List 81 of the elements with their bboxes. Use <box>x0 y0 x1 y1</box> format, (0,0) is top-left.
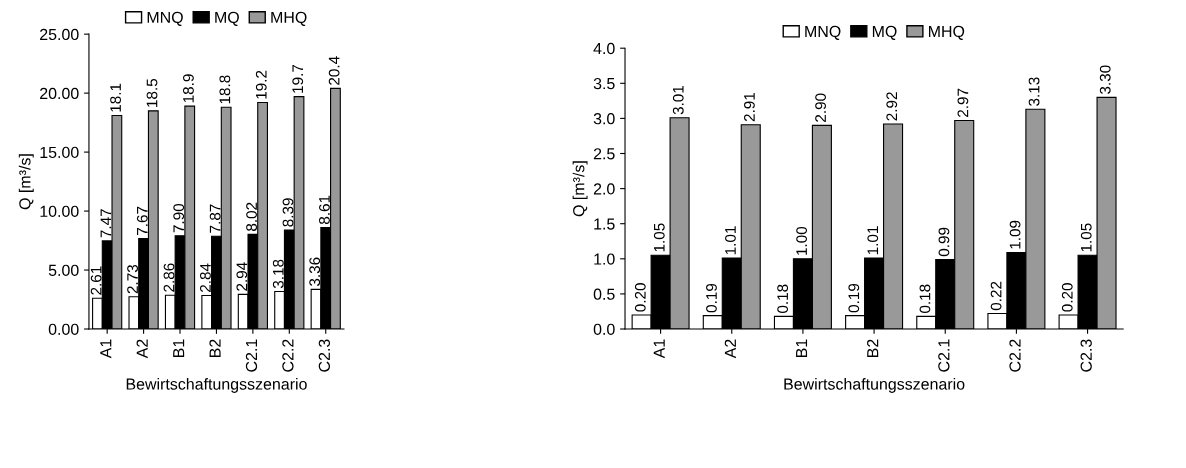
data-label: 2.92 <box>886 92 898 121</box>
legend-label: MNQ <box>147 11 183 26</box>
legend-label: MHQ <box>928 25 965 40</box>
data-label: 0.19 <box>706 283 717 313</box>
y-tick-label: 0.0 <box>593 323 615 335</box>
data-label: 19.2 <box>255 70 267 99</box>
data-label: 2.90 <box>815 93 826 122</box>
data-label: 1.05 <box>1080 223 1092 252</box>
data-label: 0.18 <box>919 284 931 313</box>
data-label: 7.67 <box>136 206 148 235</box>
x-tick-label: B2 <box>867 339 879 357</box>
data-label: 3.18 <box>272 259 284 289</box>
data-label: 3.01 <box>672 85 684 115</box>
data-label: 18.1 <box>110 83 121 112</box>
x-tick-label: C2.2 <box>1009 339 1021 372</box>
y-tick-label: 2.0 <box>593 183 615 195</box>
data-label: 1.05 <box>653 223 665 252</box>
data-label: 2.84 <box>200 263 211 292</box>
data-label: 8.02 <box>246 202 257 231</box>
data-label: 8.61 <box>319 195 330 225</box>
data-label: 1.09 <box>1009 220 1021 249</box>
data-label: 20.4 <box>328 56 340 85</box>
y-tick-label: 10.00 <box>40 205 79 218</box>
data-label: 8.39 <box>282 198 294 227</box>
legend-label: MQ <box>872 25 897 40</box>
x-axis-title: Bewirtschaftungsszenario <box>784 378 965 393</box>
legend-label: MQ <box>215 11 239 26</box>
y-axis-title: Q [m³/s] <box>572 161 588 217</box>
x-tick-label: B1 <box>796 339 808 357</box>
legend-label: MHQ <box>271 11 307 26</box>
data-label: 1.00 <box>796 226 808 255</box>
x-tick-label: C2.1 <box>938 339 950 372</box>
x-tick-label: A1 <box>100 339 112 359</box>
data-label: 1.01 <box>867 226 879 255</box>
data-label: 7.87 <box>209 204 221 233</box>
x-tick-label: B2 <box>209 339 221 357</box>
x-tick-label: C2.3 <box>318 339 331 372</box>
y-tick-label: 3.5 <box>593 77 615 90</box>
x-tick-label: C2.1 <box>245 339 258 372</box>
y-tick-label: 2.5 <box>593 148 615 160</box>
y-tick-label: 3.0 <box>593 113 615 125</box>
data-label: 7.47 <box>100 209 112 238</box>
data-label: 1.01 <box>725 226 736 255</box>
y-tick-label: 0.5 <box>593 288 615 300</box>
x-tick-label: A2 <box>136 339 148 359</box>
data-label: 0.18 <box>777 284 789 313</box>
data-label: 2.73 <box>127 264 138 294</box>
x-axis-title: Bewirtschaftungsszenario <box>126 378 307 393</box>
y-tick-label: 0.00 <box>48 323 79 335</box>
x-tick-label: A1 <box>653 339 665 359</box>
data-label: 3.36 <box>309 257 321 287</box>
x-tick-label: C2.2 <box>282 339 294 372</box>
data-label: 2.61 <box>90 266 102 295</box>
data-label: 3.30 <box>1099 65 1111 94</box>
data-label: 2.86 <box>163 263 175 292</box>
y-tick-label: 5.00 <box>48 264 79 276</box>
data-label: 7.90 <box>173 203 185 233</box>
legend-label: MNQ <box>805 25 841 40</box>
data-label: 2.97 <box>957 88 969 117</box>
data-label: 2.91 <box>744 92 755 122</box>
data-label: 18.8 <box>219 75 231 104</box>
y-axis-title: Q [m³/s] <box>18 154 34 210</box>
y-tick-label: 4.0 <box>593 42 615 55</box>
data-label: 18.5 <box>146 78 158 107</box>
data-label: 19.7 <box>292 64 304 93</box>
data-label: 2.94 <box>236 262 248 291</box>
data-label: 0.22 <box>990 281 1002 311</box>
x-tick-label: C2.3 <box>1080 339 1092 372</box>
data-label: 3.13 <box>1028 77 1040 106</box>
x-tick-label: A2 <box>724 339 736 359</box>
data-label: 0.20 <box>634 283 646 312</box>
data-label: 18.9 <box>183 74 194 103</box>
y-tick-label: 25.00 <box>40 28 79 41</box>
x-tick-label: B1 <box>173 339 185 357</box>
y-tick-label: 1.5 <box>594 218 615 230</box>
y-tick-label: 20.00 <box>40 87 79 100</box>
data-label: 0.19 <box>848 283 860 313</box>
data-label: 0.20 <box>1061 283 1073 312</box>
y-tick-label: 15.00 <box>40 146 79 159</box>
y-tick-label: 1.0 <box>594 253 615 265</box>
data-label: 0.99 <box>938 227 950 257</box>
